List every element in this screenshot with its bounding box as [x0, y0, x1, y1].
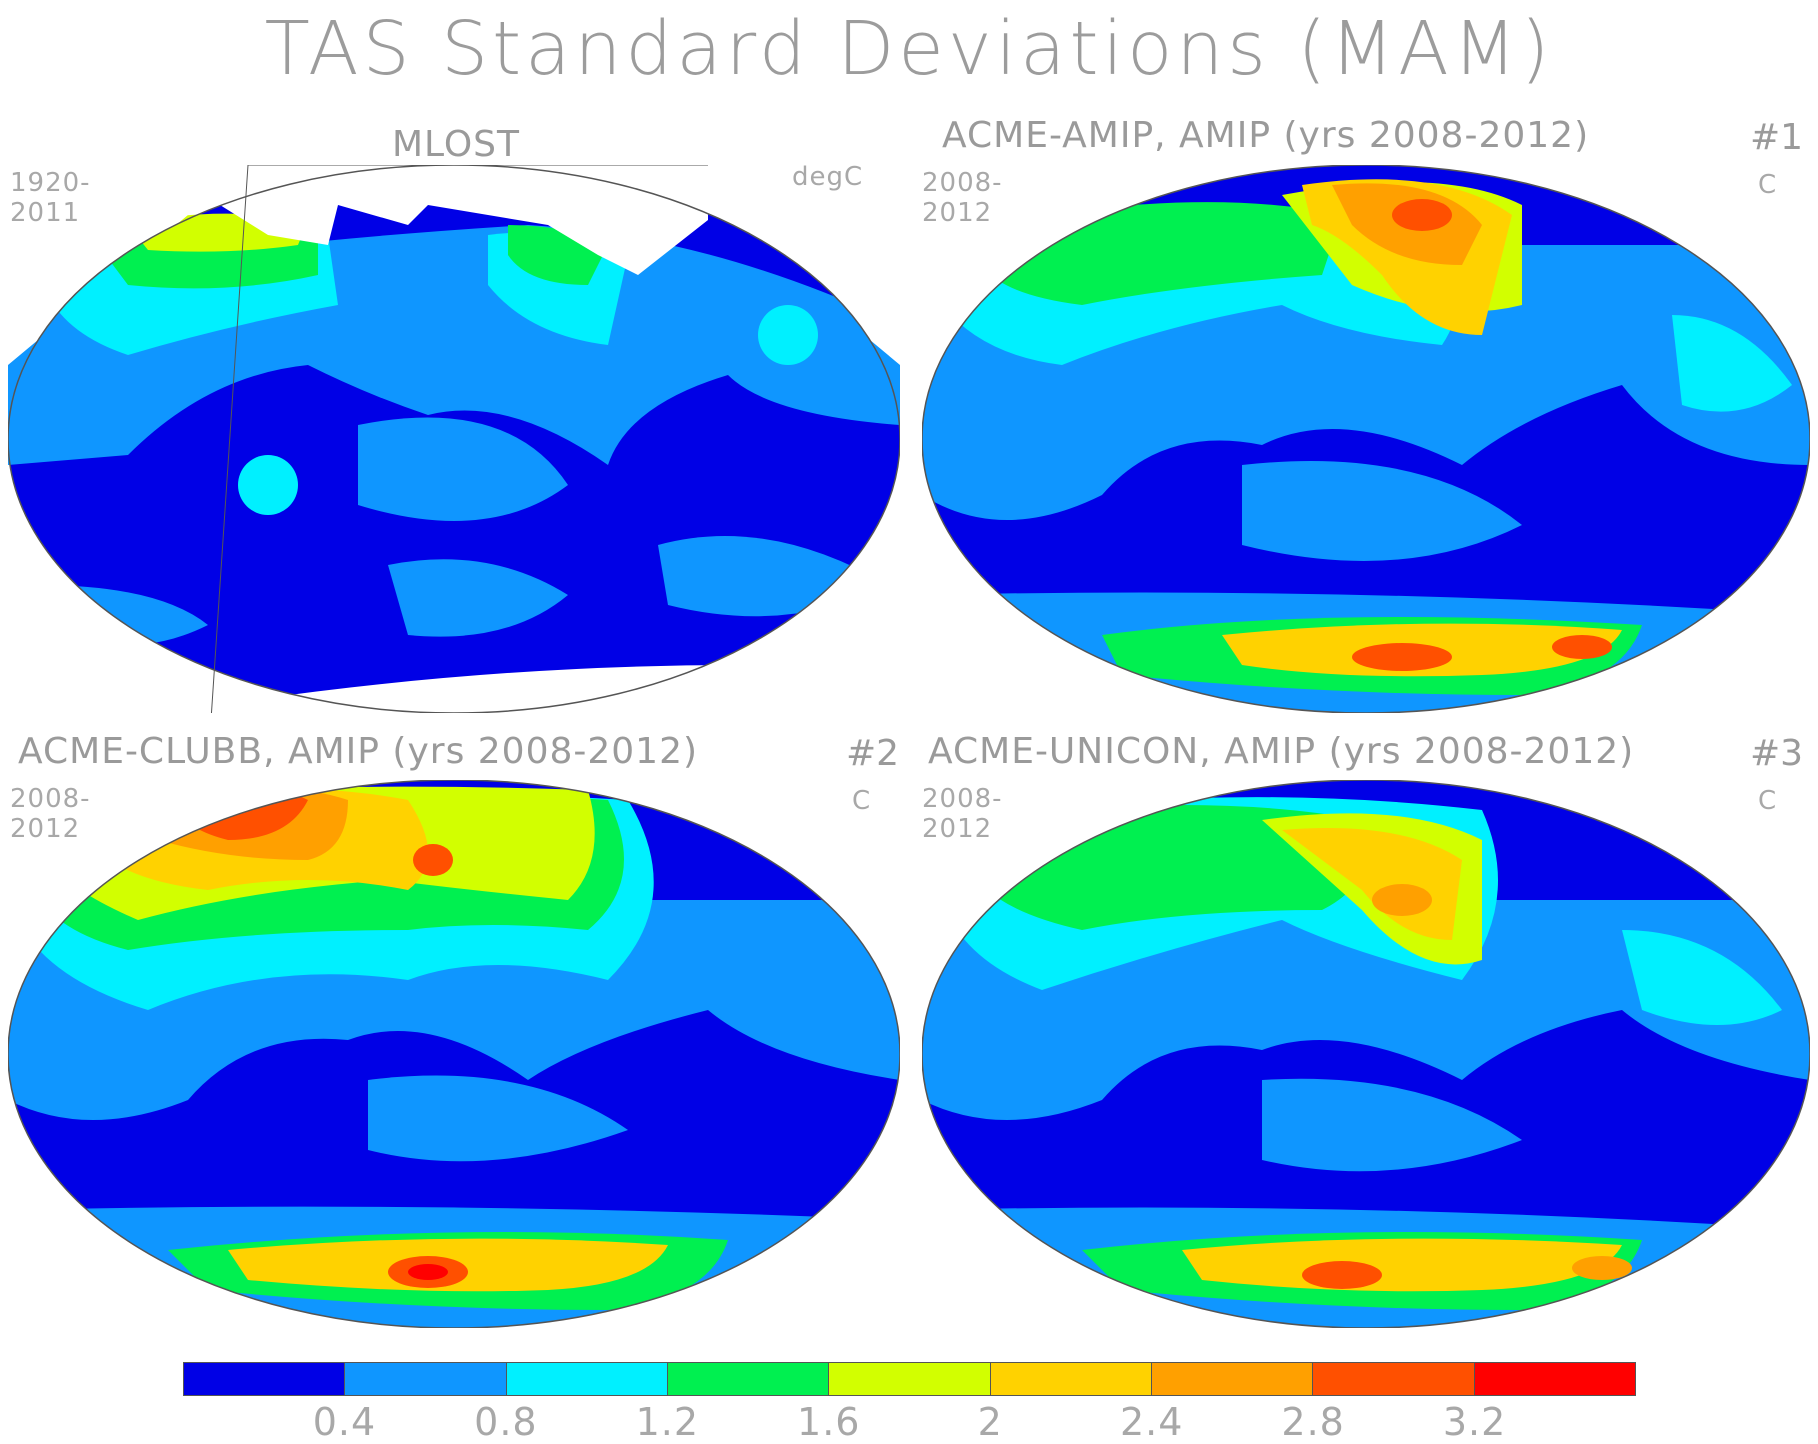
panel-number: #2 — [846, 733, 900, 774]
panel-years: 2008-2012 — [10, 784, 91, 844]
colorbar-segment — [184, 1363, 345, 1395]
colorbar-segment — [505, 1363, 667, 1395]
figure-title: TAS Standard Deviations (MAM) — [264, 6, 1554, 92]
panel-number: #1 — [1750, 117, 1804, 158]
colorbar-tick-label: 2 — [977, 1400, 1003, 1444]
map-mlost — [8, 165, 900, 713]
map-acme-clubb — [8, 780, 900, 1328]
panel-title: MLOST — [392, 124, 521, 165]
colorbar-segment — [1312, 1363, 1474, 1395]
colorbar-tick-label: 1.2 — [635, 1400, 700, 1444]
colorbar-tick-label: 1.6 — [797, 1400, 861, 1444]
panel-number: #3 — [1750, 733, 1804, 774]
colorbar-segment — [1473, 1363, 1635, 1395]
panel-years: 2008-2012 — [922, 168, 1003, 228]
colorbar-segment — [989, 1363, 1151, 1395]
map-acme-unicon — [922, 780, 1810, 1328]
panel-units: C — [1758, 170, 1778, 200]
panel-years: 2008-2012 — [922, 784, 1003, 844]
colorbar-tick-label: 2.8 — [1281, 1400, 1345, 1444]
colorbar-tick-label: 0.4 — [312, 1400, 377, 1444]
panel-title: ACME-AMIP, AMIP (yrs 2008-2012) — [942, 115, 1590, 156]
colorbar-ticks: 0.4 0.8 1.2 1.6 2 2.4 2.8 3.2 — [183, 1400, 1636, 1444]
panel-title: ACME-CLUBB, AMIP (yrs 2008-2012) — [18, 731, 699, 772]
map-acme-amip — [922, 165, 1810, 713]
colorbar-segment — [344, 1363, 506, 1395]
colorbar-segment — [666, 1363, 829, 1395]
colorbar-tick-label: 2.4 — [1119, 1400, 1184, 1444]
colorbar — [183, 1362, 1636, 1396]
colorbar-tick-label: 3.2 — [1442, 1400, 1507, 1444]
colorbar-segment — [1150, 1363, 1313, 1395]
panel-units: C — [1758, 786, 1778, 816]
colorbar-tick-label: 0.8 — [474, 1400, 538, 1444]
colorbar-segment — [828, 1363, 990, 1395]
panel-units: degC — [792, 162, 864, 192]
panel-years: 1920-2011 — [10, 168, 91, 228]
panel-units: C — [852, 786, 872, 816]
panel-title: ACME-UNICON, AMIP (yrs 2008-2012) — [928, 731, 1635, 772]
